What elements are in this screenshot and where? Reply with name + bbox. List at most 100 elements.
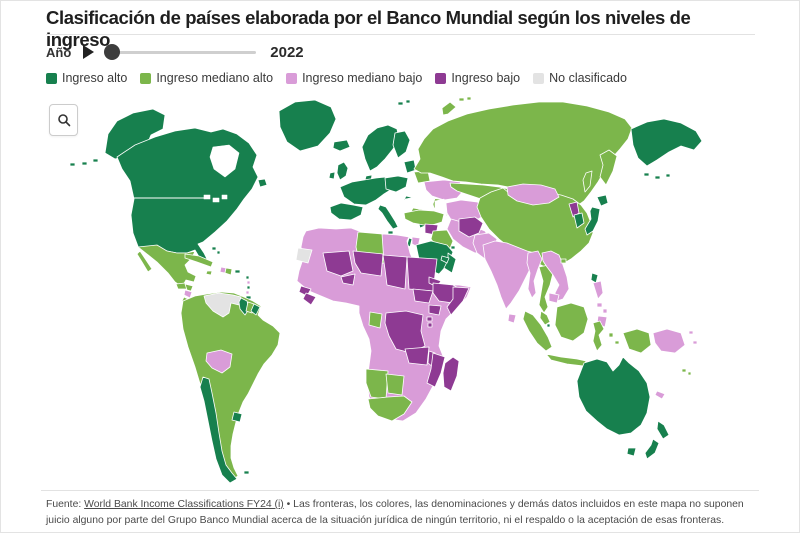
- country-mexico[interactable]: [136, 244, 197, 288]
- country-greenland[interactable]: [278, 99, 337, 152]
- country-india[interactable]: [482, 240, 540, 310]
- country-french-guiana[interactable]: [250, 303, 261, 316]
- hainan-island[interactable]: [560, 258, 567, 264]
- year-label: Año: [46, 44, 72, 60]
- year-slider[interactable]: [104, 44, 257, 60]
- country-puerto-rico[interactable]: [234, 269, 241, 274]
- country-newfoundland[interactable]: [257, 178, 268, 188]
- new-caledonia[interactable]: [654, 390, 666, 400]
- svalbard-islands[interactable]: [397, 99, 411, 106]
- region-western-sahara[interactable]: [295, 247, 313, 264]
- country-chad[interactable]: [382, 254, 408, 290]
- borneo-island[interactable]: [554, 302, 589, 342]
- region-rwanda-burundi[interactable]: [426, 316, 433, 328]
- country-singapore[interactable]: [546, 323, 551, 328]
- country-dominican-republic[interactable]: [224, 267, 233, 276]
- disclaimer-text: Las fronteras, los colores, las denomina…: [46, 499, 744, 526]
- country-sri-lanka[interactable]: [507, 313, 517, 324]
- play-icon[interactable]: [83, 45, 95, 59]
- country-uae-qatar[interactable]: [440, 255, 450, 264]
- country-canada-usa[interactable]: [116, 127, 259, 261]
- country-south-sudan[interactable]: [412, 288, 434, 304]
- country-honduras[interactable]: [184, 283, 194, 292]
- country-afghanistan[interactable]: [458, 216, 484, 238]
- country-mali[interactable]: [322, 250, 354, 277]
- franz-josef-islands[interactable]: [458, 96, 472, 102]
- country-burkina-faso[interactable]: [340, 273, 356, 286]
- country-south-africa[interactable]: [367, 395, 413, 422]
- sulawesi-island[interactable]: [592, 320, 605, 352]
- region-central-europe[interactable]: [384, 175, 409, 193]
- country-ireland[interactable]: [328, 171, 336, 180]
- region-iberia[interactable]: [329, 202, 364, 221]
- country-jamaica[interactable]: [205, 270, 213, 276]
- footer-divider: [41, 490, 759, 491]
- country-bolivia[interactable]: [205, 349, 233, 374]
- country-venezuela[interactable]: [203, 292, 242, 318]
- source-link[interactable]: World Bank Income Classifications FY24 (…: [84, 499, 284, 510]
- search-icon: [57, 114, 70, 127]
- region-laos-vietnam[interactable]: [541, 250, 570, 302]
- aleutian-islands[interactable]: [69, 158, 99, 167]
- region-baltics[interactable]: [403, 159, 417, 174]
- country-botswana[interactable]: [385, 373, 405, 396]
- country-mozambique[interactable]: [426, 352, 446, 388]
- country-south-korea[interactable]: [573, 212, 585, 229]
- slider-track[interactable]: [110, 50, 257, 54]
- lesser-antilles-lower[interactable]: [245, 280, 251, 295]
- fiji-islands[interactable]: [681, 368, 692, 376]
- falkland-islands[interactable]: [243, 470, 250, 475]
- country-cuba[interactable]: [184, 253, 214, 268]
- kamchatka-peninsula[interactable]: [599, 149, 618, 186]
- country-madagascar[interactable]: [442, 356, 460, 392]
- country-mongolia[interactable]: [506, 183, 560, 206]
- country-uruguay[interactable]: [231, 411, 243, 423]
- country-uganda[interactable]: [428, 304, 442, 316]
- region-scandinavia[interactable]: [361, 124, 400, 172]
- country-philippines[interactable]: [592, 280, 608, 328]
- country-somalia[interactable]: [446, 286, 470, 316]
- region-sierra-leone-liberia[interactable]: [302, 292, 317, 306]
- tasmania-island[interactable]: [626, 447, 637, 457]
- country-italy[interactable]: [377, 204, 399, 235]
- west-papua[interactable]: [622, 328, 652, 354]
- sakhalin-island[interactable]: [582, 170, 593, 193]
- legend-item-low: Ingreso bajo: [435, 71, 520, 85]
- country-niger[interactable]: [352, 250, 384, 277]
- country-papua-new-guinea[interactable]: [652, 328, 698, 354]
- country-taiwan[interactable]: [590, 272, 599, 284]
- country-australia[interactable]: [576, 356, 651, 436]
- novaya-zemlya[interactable]: [441, 101, 457, 116]
- country-sudan[interactable]: [406, 256, 438, 292]
- country-turkey[interactable]: [403, 209, 445, 227]
- search-button[interactable]: [49, 104, 78, 136]
- country-iceland[interactable]: [332, 139, 351, 152]
- south-america-upper-middle[interactable]: [180, 291, 281, 481]
- sumatra-island[interactable]: [522, 310, 553, 352]
- black-sea: [404, 195, 436, 212]
- slider-knob[interactable]: [104, 44, 121, 60]
- country-myanmar[interactable]: [526, 250, 543, 299]
- country-cambodia[interactable]: [548, 292, 560, 304]
- lesser-antilles-high[interactable]: [245, 275, 251, 290]
- country-zambia[interactable]: [404, 346, 430, 366]
- income-legend: Ingreso alto Ingreso mediano alto Ingres…: [46, 71, 640, 85]
- country-kuwait[interactable]: [450, 245, 456, 250]
- country-japan[interactable]: [584, 194, 609, 236]
- country-new-zealand[interactable]: [644, 420, 670, 460]
- country-north-korea[interactable]: [568, 201, 580, 218]
- country-malaysia[interactable]: [539, 310, 551, 326]
- country-chile[interactable]: [199, 376, 238, 484]
- legend-item-lower-middle: Ingreso mediano bajo: [286, 71, 422, 85]
- legend-item-unclassified: No clasificado: [533, 71, 627, 85]
- legend-label: No clasificado: [549, 71, 627, 85]
- country-united-kingdom[interactable]: [336, 161, 349, 181]
- country-finland[interactable]: [392, 130, 411, 159]
- moluccas-islands[interactable]: [608, 332, 620, 345]
- country-gabon[interactable]: [368, 311, 383, 329]
- bahamas-islands[interactable]: [211, 246, 221, 255]
- region-northeast-pacific-landmass[interactable]: [630, 118, 703, 180]
- legend-swatch-unclassified: [533, 72, 545, 84]
